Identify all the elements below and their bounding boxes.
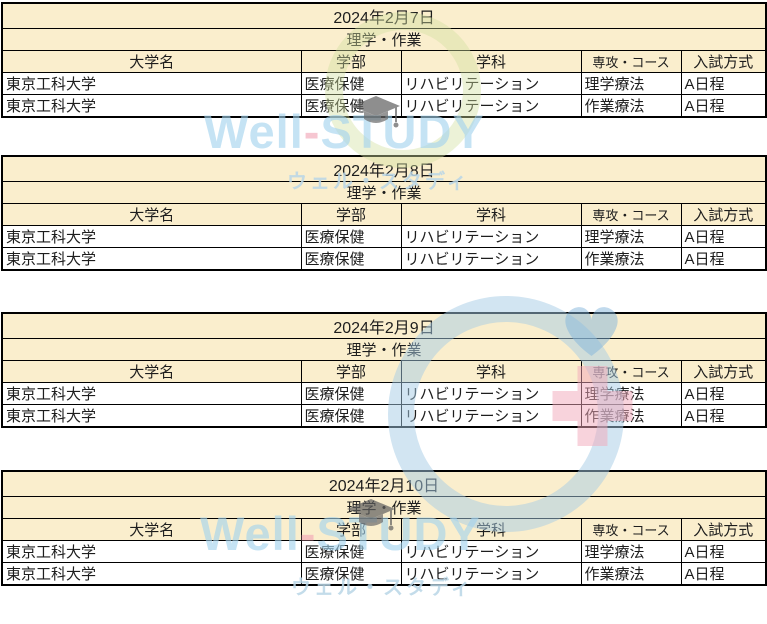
cell-department: リハビリテーション bbox=[400, 540, 582, 563]
column-header-course: 専攻・コース bbox=[580, 518, 682, 541]
cell-university: 東京工科大学 bbox=[1, 225, 302, 248]
table-row: 東京工科大学 医療保健 リハビリテーション 作業療法 A日程 bbox=[1, 94, 767, 118]
cell-university: 東京工科大学 bbox=[1, 562, 302, 586]
column-header-row: 大学名 学部 学科 専攻・コース 入試方式 bbox=[1, 50, 767, 73]
cell-university: 東京工科大学 bbox=[1, 404, 302, 428]
cell-course: 理学療法 bbox=[580, 540, 682, 563]
exam-date: 2024年2月7日 bbox=[1, 2, 767, 29]
cell-university: 東京工科大学 bbox=[1, 72, 302, 95]
cell-course: 作業療法 bbox=[580, 94, 682, 118]
cell-faculty: 医療保健 bbox=[300, 225, 402, 248]
cell-faculty: 医療保健 bbox=[300, 72, 402, 95]
cell-department: リハビリテーション bbox=[400, 94, 582, 118]
cell-admission: A日程 bbox=[680, 540, 767, 563]
column-header-admission: 入試方式 bbox=[680, 360, 767, 383]
exam-date: 2024年2月9日 bbox=[1, 312, 767, 339]
cell-admission: A日程 bbox=[680, 247, 767, 271]
cell-department: リハビリテーション bbox=[400, 225, 582, 248]
cell-faculty: 医療保健 bbox=[300, 540, 402, 563]
category-label: 理学・作業 bbox=[1, 181, 767, 204]
cell-university: 東京工科大学 bbox=[1, 94, 302, 118]
column-header-course: 専攻・コース bbox=[580, 50, 682, 73]
cell-admission: A日程 bbox=[680, 382, 767, 405]
cell-department: リハビリテーション bbox=[400, 72, 582, 95]
column-header-course: 専攻・コース bbox=[580, 360, 682, 383]
column-header-university: 大学名 bbox=[1, 360, 302, 383]
exam-schedule-table: 2024年2月10日 理学・作業 大学名 学部 学科 専攻・コース 入試方式 東… bbox=[1, 470, 767, 586]
column-header-department: 学科 bbox=[400, 50, 582, 73]
cell-department: リハビリテーション bbox=[400, 382, 582, 405]
cell-admission: A日程 bbox=[680, 562, 767, 586]
table-row: 東京工科大学 医療保健 リハビリテーション 理学療法 A日程 bbox=[1, 540, 767, 563]
cell-course: 作業療法 bbox=[580, 247, 682, 271]
column-header-faculty: 学部 bbox=[300, 518, 402, 541]
cell-faculty: 医療保健 bbox=[300, 94, 402, 118]
cell-admission: A日程 bbox=[680, 404, 767, 428]
column-header-admission: 入試方式 bbox=[680, 203, 767, 226]
exam-schedule-table: 2024年2月7日 理学・作業 大学名 学部 学科 専攻・コース 入試方式 東京… bbox=[1, 2, 767, 118]
column-header-row: 大学名 学部 学科 専攻・コース 入試方式 bbox=[1, 203, 767, 226]
column-header-admission: 入試方式 bbox=[680, 50, 767, 73]
cell-faculty: 医療保健 bbox=[300, 247, 402, 271]
column-header-admission: 入試方式 bbox=[680, 518, 767, 541]
cell-course: 理学療法 bbox=[580, 225, 682, 248]
category-label: 理学・作業 bbox=[1, 338, 767, 361]
cell-admission: A日程 bbox=[680, 225, 767, 248]
exam-schedule-table: 2024年2月8日 理学・作業 大学名 学部 学科 専攻・コース 入試方式 東京… bbox=[1, 155, 767, 271]
cell-course: 作業療法 bbox=[580, 404, 682, 428]
cell-faculty: 医療保健 bbox=[300, 404, 402, 428]
column-header-university: 大学名 bbox=[1, 50, 302, 73]
column-header-row: 大学名 学部 学科 専攻・コース 入試方式 bbox=[1, 518, 767, 541]
table-row: 東京工科大学 医療保健 リハビリテーション 作業療法 A日程 bbox=[1, 247, 767, 271]
column-header-faculty: 学部 bbox=[300, 360, 402, 383]
column-header-faculty: 学部 bbox=[300, 203, 402, 226]
column-header-row: 大学名 学部 学科 専攻・コース 入試方式 bbox=[1, 360, 767, 383]
column-header-university: 大学名 bbox=[1, 203, 302, 226]
cell-university: 東京工科大学 bbox=[1, 540, 302, 563]
exam-schedule-table: 2024年2月9日 理学・作業 大学名 学部 学科 専攻・コース 入試方式 東京… bbox=[1, 312, 767, 428]
category-label: 理学・作業 bbox=[1, 496, 767, 519]
cell-course: 理学療法 bbox=[580, 72, 682, 95]
table-row: 東京工科大学 医療保健 リハビリテーション 理学療法 A日程 bbox=[1, 225, 767, 248]
cell-course: 理学療法 bbox=[580, 382, 682, 405]
cell-department: リハビリテーション bbox=[400, 247, 582, 271]
category-label: 理学・作業 bbox=[1, 28, 767, 51]
column-header-faculty: 学部 bbox=[300, 50, 402, 73]
table-row: 東京工科大学 医療保健 リハビリテーション 理学療法 A日程 bbox=[1, 72, 767, 95]
table-row: 東京工科大学 医療保健 リハビリテーション 作業療法 A日程 bbox=[1, 404, 767, 428]
cell-faculty: 医療保健 bbox=[300, 562, 402, 586]
exam-date: 2024年2月10日 bbox=[1, 470, 767, 497]
column-header-department: 学科 bbox=[400, 203, 582, 226]
cell-faculty: 医療保健 bbox=[300, 382, 402, 405]
cell-admission: A日程 bbox=[680, 72, 767, 95]
column-header-department: 学科 bbox=[400, 518, 582, 541]
cell-university: 東京工科大学 bbox=[1, 247, 302, 271]
cell-department: リハビリテーション bbox=[400, 562, 582, 586]
table-row: 東京工科大学 医療保健 リハビリテーション 理学療法 A日程 bbox=[1, 382, 767, 405]
cell-course: 作業療法 bbox=[580, 562, 682, 586]
cell-admission: A日程 bbox=[680, 94, 767, 118]
exam-date: 2024年2月8日 bbox=[1, 155, 767, 182]
column-header-course: 専攻・コース bbox=[580, 203, 682, 226]
table-row: 東京工科大学 医療保健 リハビリテーション 作業療法 A日程 bbox=[1, 562, 767, 586]
cell-university: 東京工科大学 bbox=[1, 382, 302, 405]
column-header-department: 学科 bbox=[400, 360, 582, 383]
cell-department: リハビリテーション bbox=[400, 404, 582, 428]
column-header-university: 大学名 bbox=[1, 518, 302, 541]
